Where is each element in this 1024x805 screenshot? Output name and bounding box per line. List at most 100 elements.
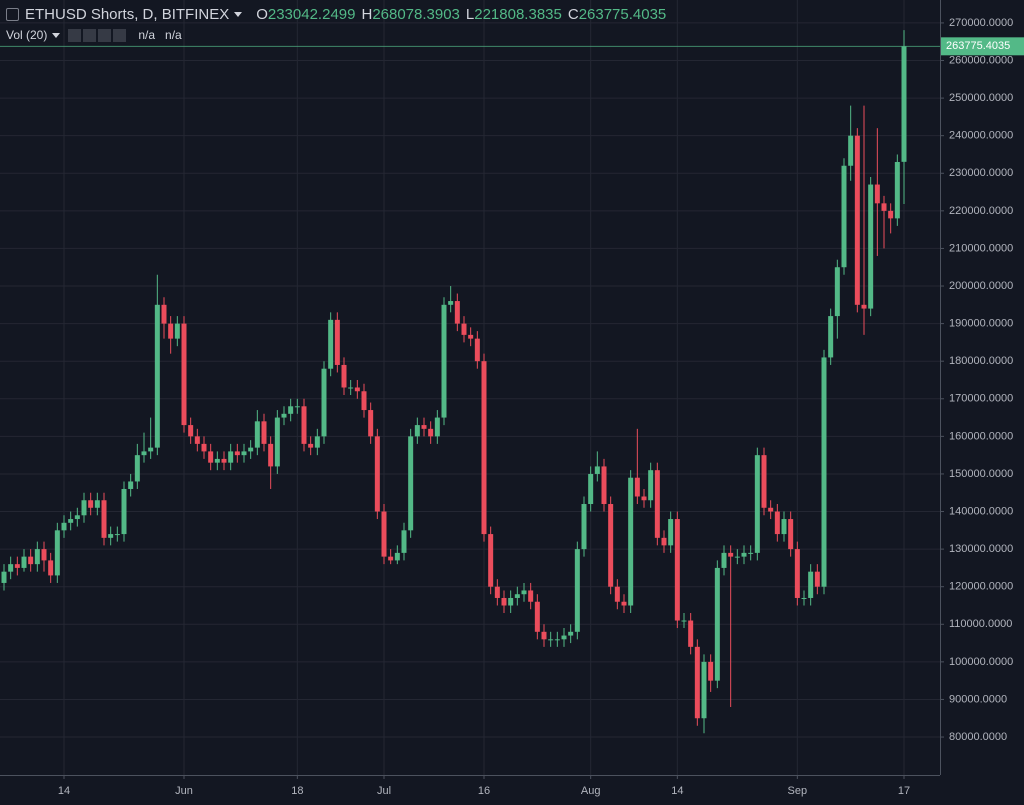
- candle-body: [141, 451, 147, 456]
- candle-body: [714, 567, 720, 681]
- candle-body: [454, 301, 460, 324]
- candle-body: [414, 425, 420, 437]
- candle-body: [354, 387, 360, 392]
- candle-body: [468, 334, 474, 339]
- candle-body: [48, 560, 54, 576]
- ohlc-value: 233042.2499: [267, 5, 356, 23]
- indicator-value: n/a: [165, 28, 182, 42]
- candle-body: [274, 417, 280, 467]
- candle-body: [28, 556, 34, 565]
- candle-body: [734, 556, 740, 558]
- candle-body: [514, 594, 520, 598]
- candle-body: [114, 534, 120, 536]
- indicator-caret[interactable]: [52, 32, 61, 38]
- candle-body: [561, 635, 567, 640]
- candle-body: [481, 361, 487, 535]
- candle-body: [221, 458, 227, 463]
- ohlc-value: 263775.4035: [578, 5, 667, 23]
- indicator-value: n/a: [138, 28, 156, 42]
- candle-body: [301, 406, 307, 444]
- ohlc-label: C: [567, 5, 579, 23]
- candle-body: [94, 500, 100, 508]
- candle-body: [428, 428, 434, 437]
- candle-body: [508, 597, 514, 606]
- candle-body: [568, 631, 574, 636]
- candle-body: [374, 436, 380, 512]
- y-tick-label: 90000.0000: [949, 693, 1007, 705]
- candle-body: [321, 368, 327, 437]
- y-tick-label: 100000.0000: [949, 656, 1013, 668]
- candle-body: [334, 319, 340, 365]
- y-tick-label: 120000.0000: [949, 581, 1013, 593]
- remove-button[interactable]: [113, 28, 127, 42]
- candle-body: [14, 564, 20, 568]
- candle-body: [174, 323, 180, 339]
- candle-body: [261, 421, 267, 444]
- candle-body: [874, 184, 880, 204]
- candle-body: [528, 590, 534, 602]
- candle-body: [808, 571, 814, 598]
- candle-body: [41, 549, 47, 561]
- candle-body: [108, 534, 114, 538]
- candle-body: [848, 135, 854, 166]
- candle-body: [381, 511, 387, 557]
- candle-body: [501, 597, 507, 606]
- candle-body: [641, 496, 647, 501]
- candle-body: [74, 515, 80, 520]
- candle-body: [228, 451, 234, 463]
- indicator-name[interactable]: Vol (20): [6, 28, 48, 42]
- candle-body: [861, 304, 867, 309]
- candle-body: [268, 443, 274, 467]
- y-tick-label: 80000.0000: [949, 731, 1007, 743]
- candle-body: [801, 597, 807, 599]
- candle-body: [188, 425, 194, 437]
- candle-body: [708, 661, 714, 681]
- candle-body: [201, 443, 207, 452]
- candle-body: [494, 586, 500, 598]
- candle-body: [288, 406, 294, 414]
- candle-body: [521, 590, 527, 595]
- candle-body: [674, 519, 680, 621]
- candle-body: [534, 601, 540, 632]
- y-tick-label: 250000.0000: [949, 92, 1013, 104]
- symbol-caret[interactable]: [234, 11, 243, 17]
- candle-body: [54, 530, 60, 576]
- candle-body: [614, 586, 620, 602]
- ohlc-label: O: [256, 5, 268, 23]
- candle-body: [854, 135, 860, 305]
- candle-body: [761, 455, 767, 508]
- x-tick-label: Jul: [377, 785, 391, 797]
- candle-body: [328, 319, 334, 369]
- symbol-title[interactable]: ETHUSD Shorts, D, BITFINEX: [25, 5, 230, 23]
- y-tick-label: 230000.0000: [949, 167, 1013, 179]
- settings-button[interactable]: [83, 28, 97, 42]
- candle-body: [774, 511, 780, 535]
- candle-body: [588, 473, 594, 505]
- candle-body: [754, 455, 760, 553]
- candle-body: [868, 184, 874, 309]
- candle-body: [434, 417, 440, 437]
- candle-body: [661, 537, 667, 546]
- candle-body: [881, 203, 887, 211]
- candle-body: [34, 549, 40, 565]
- y-tick-label: 170000.0000: [949, 393, 1013, 405]
- candle-body: [394, 552, 400, 561]
- candle-body: [814, 571, 820, 587]
- candle-body: [441, 304, 447, 418]
- candle-body: [294, 406, 300, 408]
- candle-body: [68, 519, 74, 523]
- candle-body: [834, 267, 840, 317]
- ohlc-label: H: [361, 5, 373, 23]
- ohlc-value: 268078.3903: [372, 5, 460, 23]
- candle-body: [748, 552, 754, 554]
- add-button[interactable]: [98, 28, 112, 42]
- candle-body: [474, 338, 480, 362]
- candle-body: [234, 451, 240, 456]
- candle-body: [401, 530, 407, 553]
- hide-button[interactable]: [68, 28, 82, 42]
- indicator-row: Vol (20) n/a n/a: [6, 24, 666, 46]
- candle-body: [161, 304, 167, 324]
- candle-body: [794, 549, 800, 598]
- collapse-icon[interactable]: [6, 7, 19, 21]
